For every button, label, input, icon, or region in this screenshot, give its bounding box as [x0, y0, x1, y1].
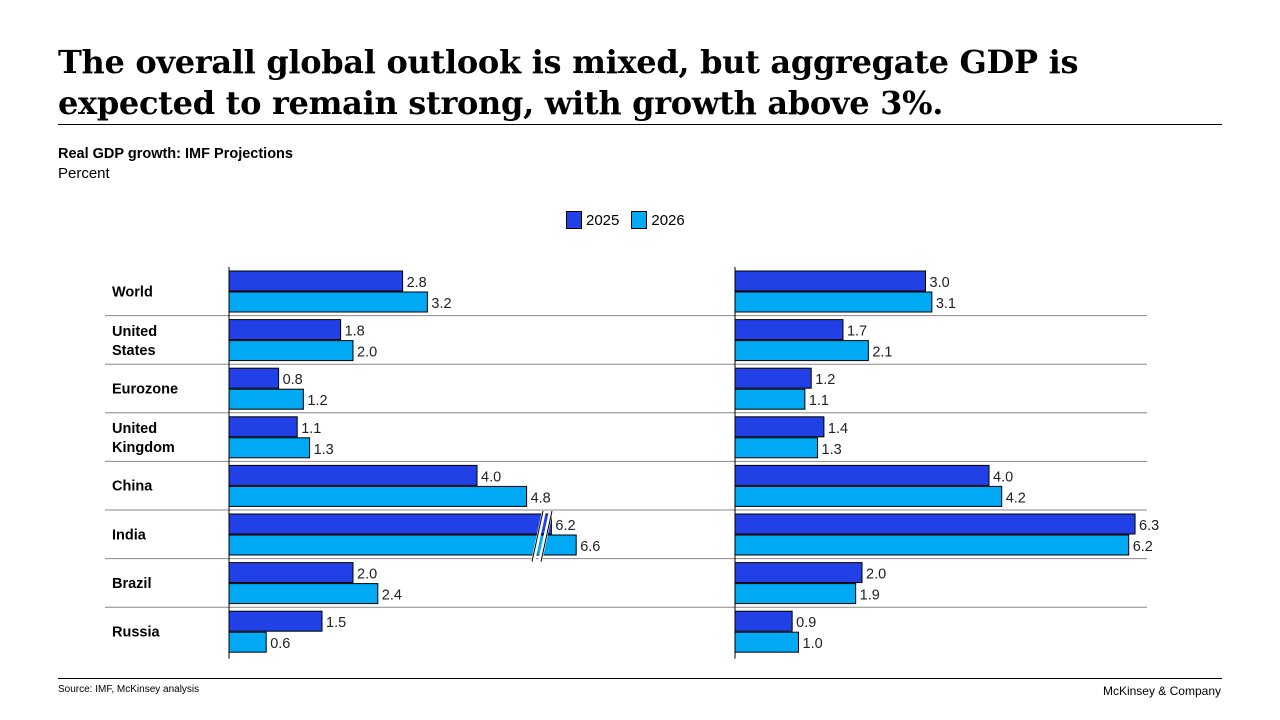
- category-label: Brazil: [112, 576, 152, 592]
- data-label: 1.4: [828, 421, 848, 437]
- data-label: 4.0: [481, 469, 501, 485]
- data-label: 1.5: [326, 615, 346, 631]
- bar-2026: [734, 340, 869, 362]
- source-note: Source: IMF, McKinsey analysis: [58, 684, 200, 695]
- data-label: 6.2: [555, 518, 575, 534]
- bar-2025: [228, 416, 298, 438]
- brand-name: McKinsey & Company: [1102, 684, 1221, 698]
- data-label: 2.8: [407, 275, 427, 291]
- bar-2025: [228, 367, 280, 389]
- bar-2025: [734, 319, 844, 341]
- bar-2025: [734, 270, 926, 292]
- title-divider: [58, 124, 1222, 125]
- data-label: 1.2: [815, 372, 835, 388]
- bar-2025: [228, 319, 342, 341]
- bar-2026: [228, 437, 311, 459]
- bar-2025: [734, 610, 793, 632]
- bar-2026: [734, 291, 933, 313]
- bar-2025: [228, 270, 404, 292]
- page-title: The overall global outlook is mixed, but…: [58, 43, 1079, 122]
- data-label: 2.0: [357, 567, 377, 583]
- data-label: 1.8: [345, 324, 365, 340]
- data-label: 1.2: [307, 393, 327, 409]
- data-label: 1.3: [314, 442, 334, 458]
- category-label: India: [112, 527, 147, 543]
- data-label: 3.0: [930, 275, 950, 291]
- bar-2026: [734, 485, 1003, 507]
- data-label: 4.0: [993, 469, 1013, 485]
- data-label: 3.2: [431, 296, 451, 312]
- bar-2026: [228, 583, 379, 605]
- data-label: 4.2: [1006, 490, 1026, 506]
- legend-label-2026: 2026: [651, 211, 685, 229]
- bar-2026: [734, 583, 857, 605]
- bar-2025: [228, 562, 354, 584]
- data-label: 2.0: [357, 345, 377, 361]
- bar-2025: [734, 464, 990, 486]
- data-label: 6.3: [1139, 518, 1159, 534]
- data-label: 1.7: [847, 324, 867, 340]
- bar-2025: [228, 513, 552, 535]
- bar-2026: [734, 388, 806, 410]
- data-label: 0.8: [283, 372, 303, 388]
- bar-2026: [734, 437, 819, 459]
- data-label: 1.3: [822, 442, 842, 458]
- bar-2025: [734, 562, 863, 584]
- bar-2025: [734, 416, 825, 438]
- bar-2026: [228, 485, 528, 507]
- bar-2026: [228, 388, 304, 410]
- bar-2026: [228, 291, 428, 313]
- legend-label-2025: 2025: [586, 211, 620, 229]
- legend-swatch-2026: [631, 211, 648, 229]
- category-label: Russia: [112, 625, 160, 641]
- legend-swatch-2025: [566, 211, 582, 229]
- bar-2026: [228, 340, 354, 362]
- data-label: 4.8: [531, 490, 551, 506]
- category-label: Eurozone: [112, 382, 178, 398]
- bar-2026: [734, 534, 1130, 556]
- axis-break-mark: [531, 510, 553, 562]
- chart-unit: Percent: [58, 165, 110, 182]
- data-label: 1.1: [809, 393, 829, 409]
- axis-break-mark: [531, 510, 553, 563]
- bar-2025: [228, 464, 478, 486]
- bar-2025: [734, 367, 812, 389]
- data-label: 2.4: [382, 588, 402, 604]
- data-label: 0.6: [270, 636, 290, 652]
- bar-2026: [228, 631, 267, 653]
- category-label: United Kingdom: [112, 421, 175, 456]
- data-label: 2.0: [866, 567, 886, 583]
- data-label: 1.1: [301, 421, 321, 437]
- footer-divider: [58, 678, 1222, 679]
- bar-2025: [228, 610, 323, 632]
- bar-2026: [228, 534, 577, 556]
- data-label: 3.1: [936, 296, 956, 312]
- category-label: World: [112, 284, 153, 300]
- data-label: 0.9: [796, 615, 816, 631]
- data-label: 6.2: [1133, 539, 1153, 555]
- data-label: 2.1: [872, 345, 892, 361]
- data-label: 1.9: [860, 588, 880, 604]
- bar-2025: [734, 513, 1136, 535]
- data-label: 1.0: [803, 636, 823, 652]
- legend: 2025 2026: [566, 211, 685, 229]
- data-label: 6.6: [580, 539, 600, 555]
- category-label: China: [112, 479, 153, 495]
- bar-2026: [734, 631, 799, 653]
- category-label: United States: [112, 324, 157, 359]
- chart-title: Real GDP growth: IMF Projections: [58, 146, 293, 162]
